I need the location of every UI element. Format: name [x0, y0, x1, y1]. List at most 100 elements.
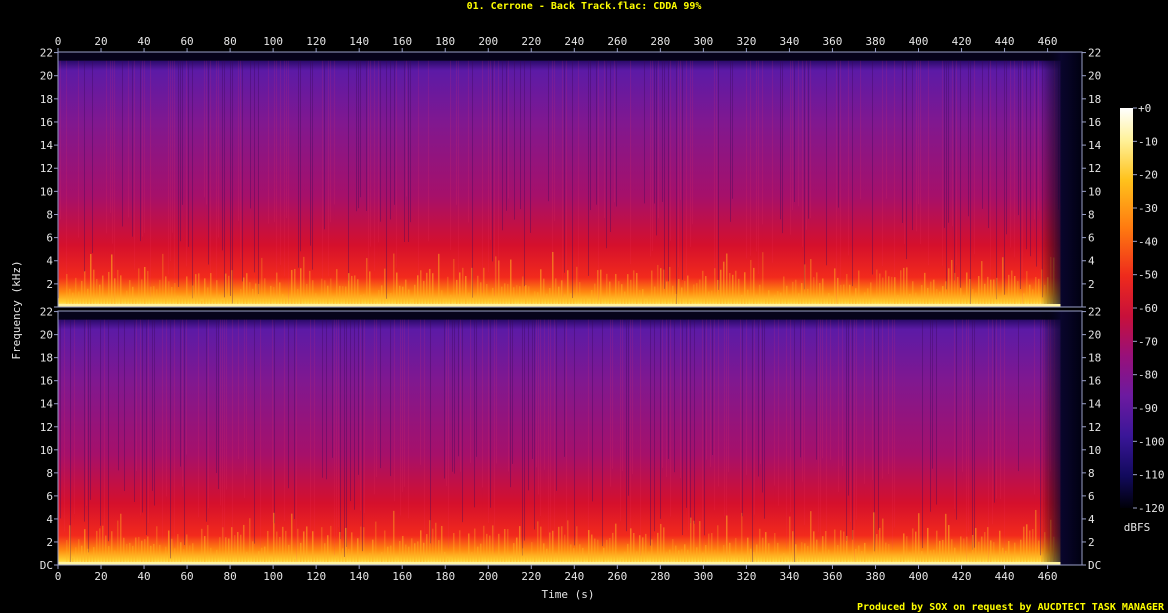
- spectral-streak: [714, 319, 715, 511]
- low-frequency-burst: [573, 548, 575, 565]
- spectral-streak: [246, 319, 247, 475]
- low-frequency-burst: [297, 528, 299, 565]
- low-frequency-burst: [660, 268, 662, 307]
- spectral-streak: [168, 60, 169, 275]
- low-frequency-burst: [480, 543, 482, 565]
- spectral-streak: [360, 319, 361, 511]
- low-frequency-burst: [885, 270, 887, 307]
- low-frequency-burst: [723, 261, 725, 307]
- low-frequency-burst: [216, 280, 218, 307]
- spectral-streak: [826, 319, 827, 544]
- low-frequency-burst: [1026, 271, 1028, 307]
- spectral-streak: [762, 60, 763, 225]
- low-frequency-burst: [387, 293, 389, 307]
- spectral-streak: [562, 60, 563, 297]
- x-tick-label: 440: [995, 570, 1015, 583]
- low-frequency-burst: [630, 528, 632, 565]
- low-frequency-burst: [345, 527, 347, 565]
- spectral-streak: [704, 319, 705, 536]
- low-frequency-burst: [795, 279, 797, 307]
- spectral-streak: [346, 319, 347, 547]
- low-frequency-burst: [816, 539, 818, 565]
- low-frequency-burst: [204, 536, 206, 565]
- spectral-streak: [620, 319, 621, 522]
- spectral-streak: [956, 319, 957, 520]
- spectral-streak: [598, 60, 599, 301]
- low-frequency-burst: [906, 267, 908, 307]
- low-frequency-burst: [135, 299, 137, 307]
- low-frequency-burst: [414, 543, 416, 565]
- spectral-streak: [838, 319, 839, 493]
- spectral-streak: [794, 319, 795, 565]
- low-frequency-burst: [459, 530, 461, 565]
- spectral-streak: [656, 60, 657, 236]
- low-frequency-burst: [444, 299, 446, 307]
- spectral-streak: [650, 319, 651, 546]
- low-frequency-burst: [924, 555, 926, 565]
- x-tick-label: 380: [866, 35, 886, 48]
- low-frequency-burst: [576, 266, 578, 307]
- low-frequency-burst: [876, 534, 878, 565]
- low-frequency-burst: [396, 558, 398, 565]
- low-frequency-burst: [939, 291, 941, 307]
- spectral-streak: [238, 60, 239, 221]
- low-frequency-burst: [1005, 550, 1007, 565]
- spectral-streak: [324, 60, 325, 230]
- low-frequency-burst: [264, 278, 266, 307]
- low-frequency-burst: [618, 556, 620, 565]
- low-frequency-burst: [159, 544, 161, 565]
- spectral-streak: [268, 60, 269, 224]
- spectral-streak: [134, 319, 135, 502]
- low-frequency-burst: [282, 526, 284, 565]
- low-frequency-burst: [693, 284, 695, 307]
- low-frequency-burst: [897, 295, 899, 307]
- spectral-streak: [566, 319, 567, 530]
- low-frequency-burst: [318, 299, 320, 307]
- spectral-streak: [686, 60, 687, 292]
- low-frequency-burst: [387, 546, 389, 565]
- low-frequency-burst: [411, 538, 413, 565]
- low-frequency-burst: [684, 280, 686, 307]
- spectral-streak: [806, 60, 807, 230]
- low-frequency-burst: [144, 266, 146, 307]
- dc-line: [58, 304, 1061, 307]
- spectral-streak: [132, 60, 133, 237]
- spectral-streak: [496, 319, 497, 464]
- low-frequency-burst: [477, 546, 479, 565]
- low-frequency-burst: [189, 545, 191, 565]
- spectral-streak: [284, 60, 285, 277]
- spectral-streak: [508, 60, 509, 199]
- low-frequency-burst: [903, 533, 905, 565]
- spectral-streak: [208, 60, 209, 265]
- low-frequency-burst: [699, 279, 701, 307]
- y-tick-label: 6: [1088, 490, 1095, 503]
- low-frequency-burst: [489, 299, 491, 307]
- spectral-streak: [404, 60, 405, 242]
- low-frequency-burst: [378, 554, 380, 565]
- low-frequency-burst: [564, 294, 566, 307]
- spectral-streak: [174, 60, 175, 285]
- low-frequency-burst: [927, 527, 929, 565]
- spectral-streak: [706, 319, 707, 460]
- low-frequency-burst: [945, 281, 947, 307]
- spectral-streak: [564, 319, 565, 457]
- low-frequency-burst: [789, 294, 791, 307]
- low-frequency-burst: [912, 528, 914, 565]
- low-frequency-burst: [660, 523, 662, 565]
- low-frequency-burst: [285, 298, 287, 307]
- low-frequency-burst: [756, 294, 758, 307]
- spectral-streak: [310, 60, 311, 246]
- low-frequency-burst: [234, 297, 236, 307]
- channel-2-panel: [57, 310, 1083, 566]
- low-frequency-burst: [942, 539, 944, 565]
- spectral-streak: [390, 319, 391, 477]
- low-frequency-burst: [381, 285, 383, 307]
- low-frequency-burst: [936, 289, 938, 307]
- spectral-streak: [962, 319, 963, 472]
- spectral-streak: [258, 60, 259, 295]
- spectral-streak: [780, 60, 781, 220]
- spectral-streak: [972, 319, 973, 550]
- spectral-streak: [184, 319, 185, 546]
- spectral-streak: [952, 60, 953, 227]
- low-frequency-burst: [798, 293, 800, 307]
